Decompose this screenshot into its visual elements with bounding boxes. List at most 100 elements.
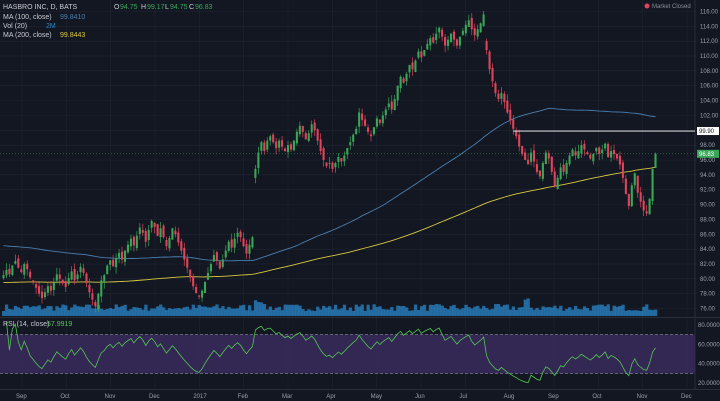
- volume-bar: [28, 307, 32, 316]
- volume-bar: [283, 304, 287, 316]
- candle-body: [633, 173, 636, 186]
- candle-body: [162, 225, 165, 238]
- volume-bar: [126, 310, 130, 316]
- candle-body: [118, 252, 121, 258]
- candle-body: [40, 291, 44, 299]
- volume-bar: [600, 304, 604, 316]
- volume-bar: [301, 309, 305, 316]
- volume-legend-label[interactable]: Vol (20): [3, 23, 27, 30]
- volume-bar: [387, 309, 391, 316]
- candle-body: [654, 153, 657, 168]
- candle-body: [67, 278, 70, 285]
- rsi-line: [6, 321, 656, 384]
- volume-bar: [336, 309, 341, 316]
- volume-bar: [159, 304, 163, 316]
- volume-bar: [256, 301, 261, 316]
- volume-bar: [544, 307, 548, 316]
- candle-body: [509, 109, 512, 120]
- candle-body: [254, 168, 257, 178]
- volume-layer: [2, 298, 658, 316]
- candle-body: [307, 133, 310, 141]
- volume-bar: [624, 310, 628, 316]
- ma200-legend-label[interactable]: MA (200, close): [3, 32, 52, 39]
- grid-layer: [0, 0, 720, 390]
- candle-body: [541, 162, 544, 179]
- ma200-line: [3, 166, 656, 283]
- volume-bar: [212, 306, 216, 316]
- volume-bar: [609, 310, 613, 316]
- volume-bar: [215, 304, 219, 316]
- candle-body: [532, 150, 536, 162]
- volume-bar: [173, 308, 178, 316]
- candle-body: [559, 167, 562, 180]
- time-tick-label: Nov: [105, 394, 116, 400]
- candle-body: [236, 232, 239, 237]
- volume-bar: [520, 307, 524, 316]
- volume-bar: [597, 304, 601, 316]
- hline-layer: [0, 130, 695, 155]
- rsi-legend-label[interactable]: RSI (14, close): [3, 321, 49, 328]
- candle-body: [79, 266, 82, 273]
- volume-bar: [591, 305, 596, 316]
- volume-bar: [449, 305, 453, 316]
- price-tick-label: 86.00: [700, 232, 716, 238]
- candle-body: [399, 76, 402, 89]
- candle-body: [147, 229, 150, 240]
- candle-body: [565, 162, 568, 174]
- price-tick-label: 92.00: [700, 188, 716, 194]
- volume-bar: [354, 304, 358, 316]
- volume-bar: [366, 304, 370, 316]
- volume-bar: [405, 307, 409, 316]
- candle-body: [203, 281, 207, 293]
- candle-body: [607, 143, 610, 158]
- volume-bar: [645, 304, 649, 316]
- candle-body: [251, 237, 254, 248]
- volume-bar: [265, 309, 270, 316]
- volume-bar: [82, 306, 86, 316]
- price-tick-label: 112.00: [700, 39, 719, 45]
- time-tick-label: Jul: [459, 394, 467, 400]
- candle-body: [23, 264, 26, 275]
- volume-bar: [191, 304, 195, 316]
- candle-body: [494, 83, 497, 94]
- candle-body: [574, 151, 577, 156]
- candle-body: [621, 162, 624, 178]
- candle-body: [458, 36, 461, 46]
- volume-bar: [209, 307, 213, 316]
- candle-body: [449, 33, 453, 43]
- candle-body: [221, 259, 224, 267]
- volume-bar: [499, 306, 504, 316]
- volume-bar: [351, 310, 355, 316]
- volume-bar: [562, 310, 566, 316]
- candle-body: [352, 134, 355, 142]
- candle-body: [88, 284, 91, 293]
- candle-body: [384, 109, 387, 116]
- candle-body: [73, 268, 76, 281]
- candle-body: [120, 251, 124, 260]
- volume-bar: [390, 307, 394, 316]
- candle-body: [521, 145, 524, 155]
- volume-bar: [381, 309, 385, 316]
- symbol-title[interactable]: HASBRO INC, D, BATS: [3, 4, 77, 11]
- volume-bar: [455, 308, 459, 316]
- ohlc-c-label: C: [189, 4, 194, 11]
- volume-bar: [348, 307, 353, 316]
- time-tick-label: Feb: [238, 394, 249, 400]
- volume-bar: [153, 308, 157, 316]
- volume-bar: [230, 308, 234, 316]
- volume-bar: [55, 306, 59, 316]
- candle-body: [189, 269, 192, 278]
- candle-body: [530, 152, 533, 162]
- candle-body: [612, 150, 616, 155]
- candle-body: [512, 119, 515, 129]
- volume-bar: [236, 308, 240, 316]
- volume-bar: [571, 309, 575, 316]
- volume-bar: [19, 308, 24, 316]
- candle-body: [201, 290, 204, 298]
- volume-bar: [102, 309, 107, 316]
- price-tick-label: 106.00: [700, 84, 719, 90]
- candle-body: [115, 258, 118, 268]
- candle-body: [464, 24, 467, 34]
- ma100-legend-label[interactable]: MA (100, close): [3, 14, 52, 21]
